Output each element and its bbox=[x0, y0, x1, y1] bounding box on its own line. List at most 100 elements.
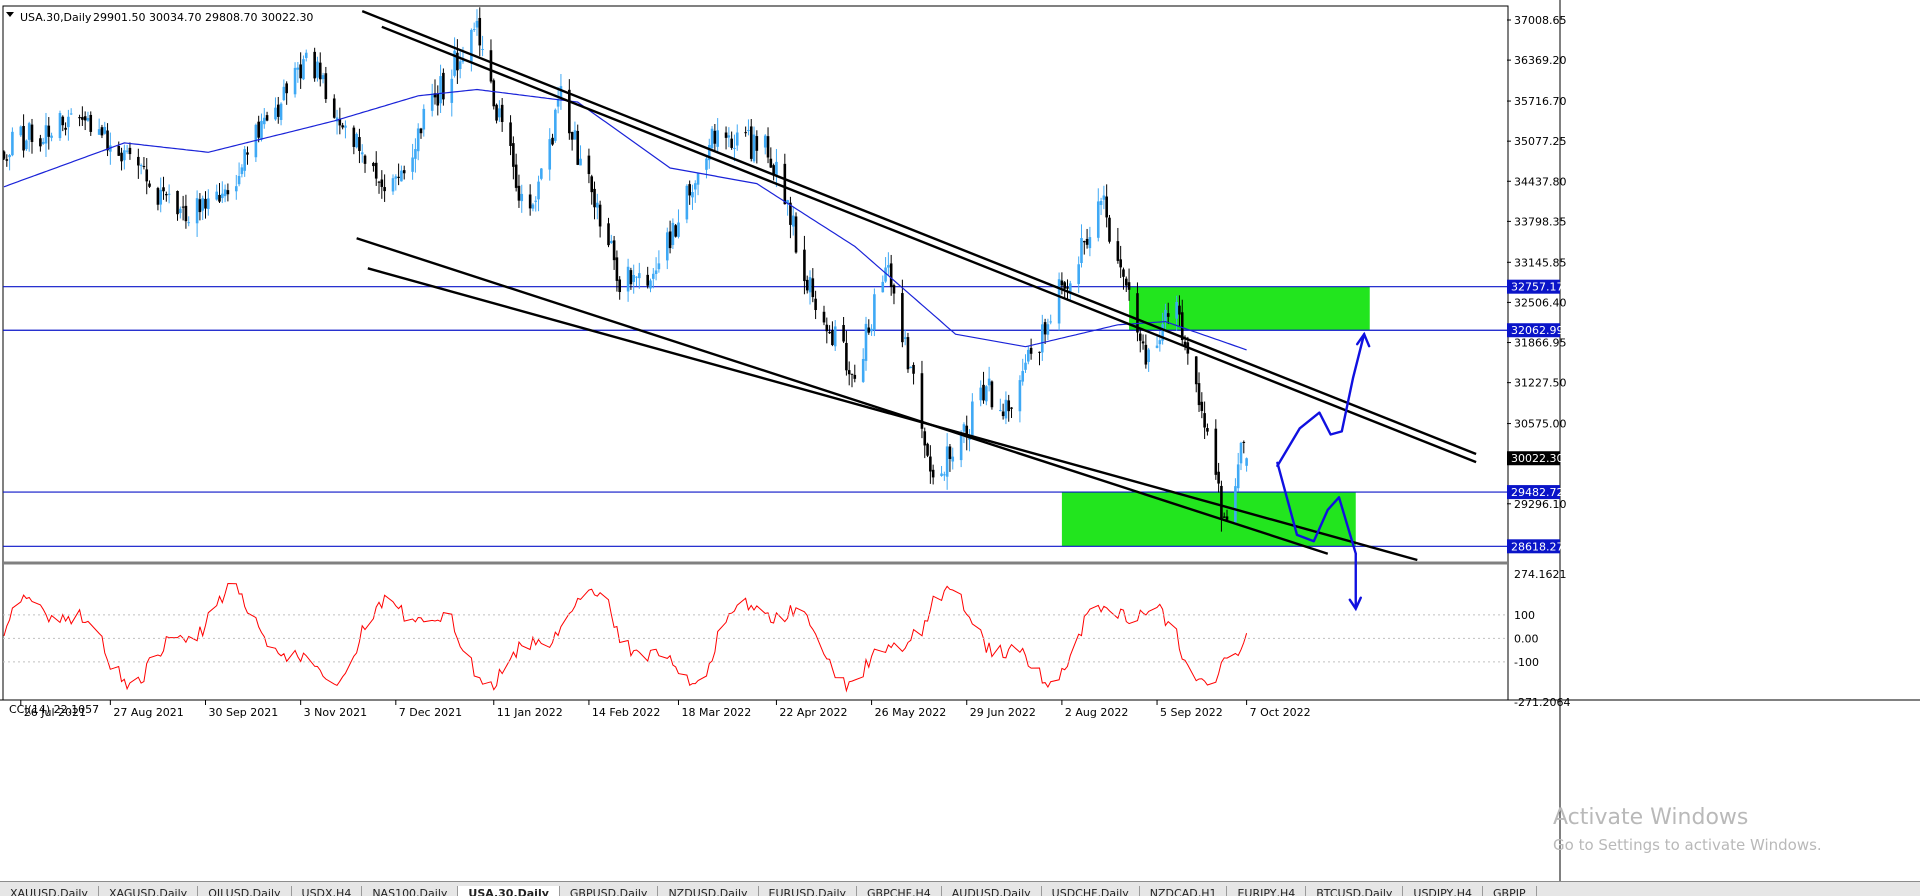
candle-body bbox=[47, 125, 51, 137]
candle-body bbox=[593, 188, 596, 208]
candle bbox=[50, 132, 53, 142]
candle-body bbox=[926, 443, 929, 456]
chart-tab[interactable]: USA.30,Daily bbox=[458, 886, 560, 896]
chart-tab[interactable]: USDJPY,H4 bbox=[1403, 886, 1484, 896]
chart-tab[interactable]: BTCUSD,Daily bbox=[1306, 886, 1404, 896]
candle-body bbox=[302, 59, 305, 80]
candle-body bbox=[1138, 333, 1142, 341]
candle-body bbox=[884, 267, 887, 282]
trend-channel-line[interactable] bbox=[361, 10, 1477, 456]
candle bbox=[979, 380, 983, 407]
candle bbox=[1077, 256, 1080, 293]
chart-tab[interactable]: EURJPY,H4 bbox=[1227, 886, 1307, 896]
supply-demand-zone[interactable] bbox=[1061, 492, 1356, 547]
candle-body bbox=[125, 150, 129, 152]
candle-body bbox=[30, 124, 34, 142]
projection-path-up[interactable] bbox=[1276, 333, 1366, 468]
candle bbox=[304, 49, 308, 62]
candle bbox=[358, 128, 361, 164]
candle-body bbox=[1122, 269, 1125, 277]
candle-body bbox=[618, 279, 622, 293]
candle-body bbox=[139, 165, 143, 167]
chart-tab[interactable]: USDX,H4 bbox=[292, 886, 363, 896]
candle-body bbox=[377, 181, 381, 183]
candle-body bbox=[25, 140, 28, 150]
candle bbox=[825, 317, 829, 344]
candle-body bbox=[201, 198, 205, 211]
candle bbox=[828, 325, 831, 335]
chart-tab[interactable]: XAGUSD,Daily bbox=[99, 886, 199, 896]
candle bbox=[234, 174, 238, 200]
candle bbox=[1041, 314, 1044, 361]
candle-body bbox=[1007, 400, 1011, 412]
candle bbox=[668, 220, 672, 254]
chart-tab[interactable]: XAUUSD,Daily bbox=[0, 886, 99, 896]
candle-body bbox=[176, 190, 179, 215]
candle bbox=[769, 147, 773, 169]
chart-tab-bar: XAUUSD,Daily XAGUSD,Daily OILUSD,Daily USDX… bbox=[0, 881, 1920, 896]
chart-tab[interactable]: EURUSD,Daily bbox=[759, 886, 858, 896]
candle bbox=[791, 206, 795, 236]
candle bbox=[1099, 197, 1103, 215]
candle bbox=[1166, 302, 1170, 325]
chart-tab[interactable]: GBPJP bbox=[1483, 886, 1537, 896]
candle-body bbox=[237, 175, 241, 185]
candle-body bbox=[103, 126, 107, 134]
chart-tab[interactable]: USDCHF,Daily bbox=[1042, 886, 1140, 896]
candle bbox=[179, 206, 182, 219]
candle bbox=[610, 234, 613, 244]
price-axis-label: 37008.65 bbox=[1514, 14, 1567, 27]
candle-body bbox=[772, 165, 775, 176]
candle bbox=[47, 117, 51, 150]
candle-body bbox=[705, 158, 708, 170]
candle bbox=[1206, 423, 1209, 436]
chart-tab[interactable]: NAS100,Daily bbox=[362, 886, 459, 896]
candle-body bbox=[1096, 201, 1100, 238]
candle bbox=[279, 102, 283, 126]
candle-body bbox=[889, 263, 893, 287]
trend-channel-line[interactable] bbox=[381, 25, 1477, 464]
candle bbox=[654, 257, 658, 281]
projection-path-down[interactable] bbox=[1276, 461, 1357, 555]
candle-body bbox=[195, 198, 199, 224]
candle-body bbox=[531, 204, 535, 209]
candle-body bbox=[1194, 356, 1198, 385]
candle bbox=[716, 118, 719, 153]
candle bbox=[41, 137, 45, 145]
candle-body bbox=[234, 186, 238, 192]
candle-body bbox=[528, 194, 532, 209]
candle bbox=[145, 158, 149, 195]
candle-body bbox=[587, 155, 591, 175]
candle-body bbox=[749, 126, 753, 159]
candle bbox=[139, 163, 143, 175]
chart-tab[interactable]: NZDUSD,Daily bbox=[658, 886, 759, 896]
chart-tab[interactable]: AUDUSD,Daily bbox=[942, 886, 1042, 896]
trend-channel-line[interactable] bbox=[356, 237, 1329, 555]
candle-body bbox=[50, 135, 53, 138]
candle bbox=[1178, 295, 1181, 328]
candle bbox=[861, 348, 865, 383]
candle-body bbox=[61, 116, 65, 126]
cci-axis-label: -271.2064 bbox=[1514, 696, 1570, 709]
candle-body bbox=[89, 114, 93, 132]
candle bbox=[1164, 303, 1167, 331]
chart-tab[interactable]: OILUSD,Daily bbox=[198, 886, 292, 896]
trend-channel-line[interactable] bbox=[367, 267, 1418, 562]
candle bbox=[1239, 441, 1243, 471]
candle-body bbox=[86, 117, 90, 121]
chart-tab[interactable]: GBPCHF,H4 bbox=[857, 886, 942, 896]
candle bbox=[833, 320, 837, 352]
candle-body bbox=[1214, 428, 1218, 475]
chart-tab[interactable]: GBPUSD,Daily bbox=[560, 886, 659, 896]
candle bbox=[218, 183, 221, 203]
candle bbox=[576, 124, 580, 166]
candle bbox=[677, 209, 680, 239]
cci-line bbox=[3, 582, 1248, 693]
candle bbox=[1088, 226, 1092, 257]
symbol-dropdown-icon[interactable] bbox=[6, 12, 14, 17]
candle-body bbox=[665, 232, 669, 261]
candle bbox=[1141, 334, 1145, 350]
chart-tab[interactable]: NZDCAD,H1 bbox=[1140, 886, 1228, 896]
